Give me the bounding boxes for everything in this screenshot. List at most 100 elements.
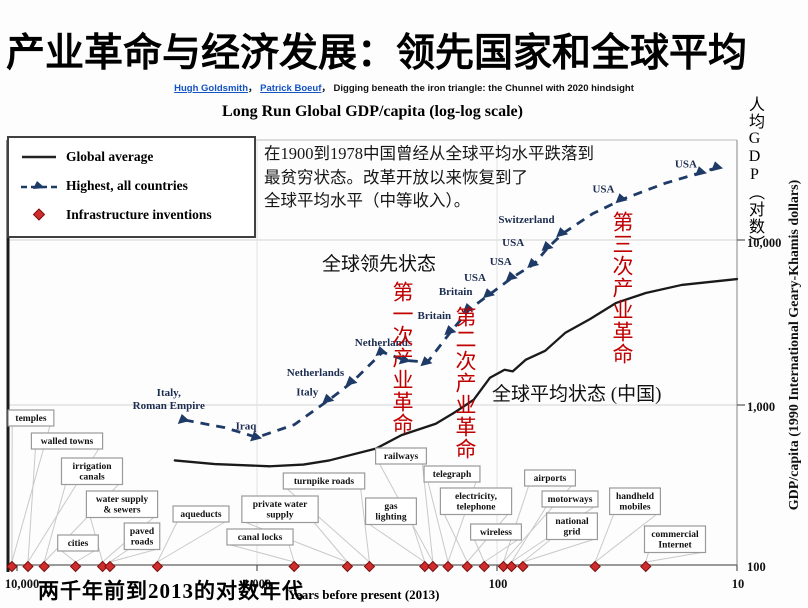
annotation-line: 全球平均水平（中等收入）。 (264, 191, 471, 210)
y-tick-label: 10,000 (747, 236, 781, 250)
author-link-hugh-goldsmith[interactable]: Hugh Goldsmith (174, 83, 249, 94)
leader-line (61, 550, 76, 563)
invention-label-box (226, 528, 294, 546)
invention-label-box (523, 469, 576, 487)
triangle-marker-icon (345, 375, 358, 386)
invention-diamond-icon (589, 560, 601, 573)
invention-diamond-icon (640, 560, 652, 573)
attribution-separator: ， (321, 83, 334, 94)
invention-diamond-icon (104, 560, 116, 573)
invention-label: commercial Internet (651, 530, 699, 551)
leader-line (43, 484, 66, 563)
triangle-marker-icon (250, 431, 262, 442)
triangle-marker-icon (322, 393, 335, 404)
x-tick-label: 100 (489, 577, 508, 591)
chart-title: Long Run Global GDP/capita (log-log scal… (222, 103, 523, 120)
y-tick-label: 100 (747, 560, 766, 574)
invention-label: canal locks (238, 533, 283, 543)
y-tick-label: 1,000 (747, 400, 775, 414)
invention-label-box (30, 432, 104, 450)
invention-label: private water supply (253, 500, 308, 521)
invention-label-box (57, 534, 99, 552)
leader-line (75, 550, 95, 563)
invention-diamond-icon (151, 560, 164, 573)
triangle-marker-icon (177, 414, 190, 425)
legend-item-infrastructure-inventions: Infrastructure inventions (19, 207, 254, 223)
invention-label-box (282, 472, 366, 490)
invention-label-box (375, 447, 428, 465)
invention-label: motorways (548, 495, 593, 505)
legend-label: Infrastructure inventions (66, 206, 212, 222)
leader-line (313, 522, 348, 563)
leader-line (156, 521, 178, 563)
author-link-patrick-boeuf[interactable]: Patrick Boeuf (260, 83, 322, 94)
country-label: USA (490, 256, 512, 268)
invention-label: paved roads (130, 527, 155, 548)
leader-line (594, 514, 615, 563)
x-tick-label: 10,000 (5, 577, 39, 591)
country-label: USA (502, 237, 524, 249)
triangle-marker-icon (444, 325, 457, 336)
invention-label-box (439, 487, 513, 516)
leader-line (411, 524, 426, 563)
leader-line (483, 539, 518, 563)
second-industrial-revolution-label: 第二次产业革命 (453, 306, 477, 460)
invention-label: handheld mobiles (616, 492, 655, 513)
leader-line (109, 549, 156, 563)
attribution-line: Hugh Goldsmith， Patrick Boeuf， Digging b… (0, 80, 808, 94)
annotation-line: 在1900到1978中国曾经从全球平均水平跌落到 (264, 144, 594, 163)
triangle-marker-icon (694, 166, 707, 177)
country-label: Italy (296, 387, 319, 399)
invention-label-box (541, 490, 599, 508)
invention-label: aqueducts (180, 510, 221, 520)
invention-label: national grid (555, 517, 589, 538)
leader-line (594, 514, 657, 563)
country-label: USA (464, 272, 486, 284)
invention-label-box (423, 465, 481, 483)
attribution-text: Digging beneath the iron triangle: the C… (333, 83, 634, 94)
legend-label: Global average (66, 149, 154, 165)
leader-line (443, 514, 468, 563)
x-tick-label: 1,000 (243, 577, 271, 591)
triangle-marker-icon (482, 288, 495, 299)
country-label: USA (592, 183, 614, 195)
triangle-marker-icon (375, 346, 388, 357)
y-axis-label: GDP/capita (1990 International Geary-Kha… (787, 179, 802, 511)
third-industrial-revolution-label: 第三次产业革命 (610, 211, 634, 365)
invention-label: walled towns (41, 437, 94, 447)
x-tick-label: 10 (732, 577, 745, 591)
invention-diamond-icon (38, 560, 50, 573)
invention-label: electricity, telephone (455, 492, 498, 513)
invention-label: turnpike roads (294, 477, 355, 487)
invention-diamond-icon (497, 560, 510, 573)
invention-diamond-icon (461, 560, 473, 573)
annotation-line: 最贫穷状态。改革开放以来恢复到了 (264, 167, 528, 187)
leader-line (109, 549, 129, 563)
country-label: Netherlands (287, 367, 345, 379)
triangle-marker-icon (615, 193, 628, 204)
invention-diamond-icon (363, 560, 376, 573)
invention-diamond-icon (419, 560, 431, 573)
invention-label-box (545, 512, 598, 541)
country-label: Italy, Roman Empire (133, 387, 205, 412)
invention-label-box (608, 487, 661, 516)
leader-line (288, 544, 295, 563)
global-average-status-label: 全球平均状态 (中国) (492, 384, 662, 405)
legend-item-global-average: Global average (19, 149, 254, 165)
invention-diamond-icon (427, 560, 439, 573)
invention-diamond-icon (6, 560, 18, 573)
invention-label-box (643, 525, 707, 554)
page-title: 产业革命与经济发展：领先国家和全球平均 (6, 32, 748, 75)
leader-line (369, 524, 426, 563)
invention-label: cities (68, 539, 89, 549)
invention-label-box (7, 409, 55, 427)
leader-line (511, 506, 547, 563)
invention-label-box (172, 505, 230, 523)
x-axis-caption-chinese: 两千年前到2013的对数年代 (38, 579, 304, 603)
invention-label: gas lighting (375, 502, 406, 523)
country-label: Switzerland (498, 214, 554, 226)
invention-label-box (470, 523, 523, 541)
invention-label: temples (15, 414, 46, 424)
